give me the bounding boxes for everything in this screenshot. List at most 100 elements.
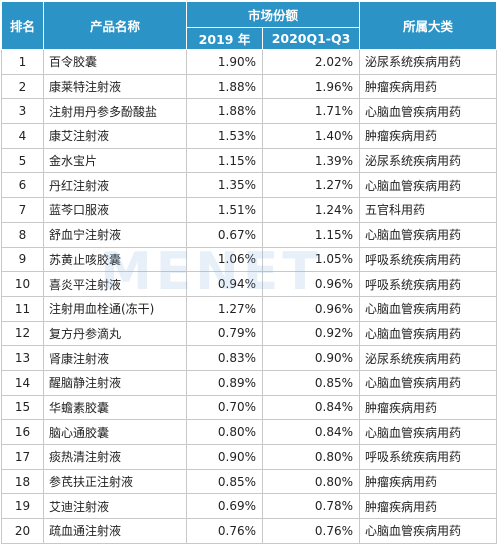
header-2019: 2019 年 — [186, 27, 263, 50]
cell-share-2020q1-q3: 1.96% — [261, 73, 361, 100]
table-row: 11 注射用血栓通(冻干) 1.27% 0.96% 心脑血管疾病用药 — [1, 295, 498, 322]
cell-category: 肿瘤疾病用药 — [359, 123, 498, 149]
header-category: 所属大类 — [359, 1, 498, 50]
cell-share-2019: 0.90% — [186, 444, 263, 470]
cell-product-name: 肾康注射液 — [43, 345, 187, 371]
cell-category: 肿瘤疾病用药 — [359, 468, 498, 495]
cell-rank: 9 — [1, 246, 44, 273]
cell-rank: 12 — [1, 320, 44, 347]
cell-category: 心脑血管疾病用药 — [359, 98, 498, 125]
cell-product-name: 喜炎平注射液 — [43, 271, 187, 297]
cell-category: 肿瘤疾病用药 — [359, 73, 498, 100]
cell-rank: 7 — [1, 197, 44, 223]
table-row: 18 参芪扶正注射液 0.85% 0.80% 肿瘤疾病用药 — [1, 468, 498, 495]
cell-product-name: 疏血通注射液 — [43, 518, 187, 544]
cell-category: 泌尿系统疾病用药 — [359, 49, 498, 75]
cell-share-2019: 1.35% — [186, 172, 263, 199]
cell-category: 肿瘤疾病用药 — [359, 493, 498, 520]
cell-product-name: 百令胶囊 — [43, 49, 187, 75]
cell-share-2020q1-q3: 2.02% — [261, 49, 361, 75]
cell-category: 五官科用药 — [359, 197, 498, 223]
cell-share-2019: 1.51% — [186, 197, 263, 223]
cell-product-name: 脑心通胶囊 — [43, 419, 187, 445]
header-product-name: 产品名称 — [43, 1, 187, 50]
cell-share-2020q1-q3: 0.96% — [261, 295, 361, 322]
cell-rank: 18 — [1, 468, 44, 495]
cell-product-name: 华蟾素胶囊 — [43, 394, 187, 421]
cell-share-2019: 0.69% — [186, 493, 263, 520]
cell-product-name: 参芪扶正注射液 — [43, 468, 187, 495]
cell-share-2019: 1.88% — [186, 98, 263, 125]
cell-share-2020q1-q3: 0.80% — [261, 468, 361, 495]
cell-product-name: 蓝芩口服液 — [43, 197, 187, 223]
cell-share-2020q1-q3: 1.39% — [261, 147, 361, 174]
cell-category: 心脑血管疾病用药 — [359, 419, 498, 445]
cell-category: 心脑血管疾病用药 — [359, 518, 498, 544]
cell-share-2019: 0.70% — [186, 394, 263, 421]
cell-share-2020q1-q3: 0.76% — [261, 518, 361, 544]
cell-share-2020q1-q3: 0.84% — [261, 419, 361, 445]
table-row: 6 丹红注射液 1.35% 1.27% 心脑血管疾病用药 — [1, 172, 498, 199]
cell-share-2019: 1.27% — [186, 295, 263, 322]
cell-share-2019: 0.76% — [186, 518, 263, 544]
table-row: 1 百令胶囊 1.90% 2.02% 泌尿系统疾病用药 — [1, 49, 498, 75]
cell-share-2020q1-q3: 0.92% — [261, 320, 361, 347]
cell-share-2019: 0.83% — [186, 345, 263, 371]
cell-rank: 1 — [1, 49, 44, 75]
cell-product-name: 金水宝片 — [43, 147, 187, 174]
cell-category: 泌尿系统疾病用药 — [359, 345, 498, 371]
table-row: 7 蓝芩口服液 1.51% 1.24% 五官科用药 — [1, 197, 498, 223]
cell-rank: 6 — [1, 172, 44, 199]
cell-rank: 16 — [1, 419, 44, 445]
table-header: 排名 产品名称 市场份额 所属大类 2019 年 2020Q1-Q3 — [1, 1, 498, 50]
header-rank: 排名 — [1, 1, 44, 50]
cell-rank: 14 — [1, 369, 44, 396]
cell-product-name: 注射用丹参多酚酸盐 — [43, 98, 187, 125]
cell-category: 呼吸系统疾病用药 — [359, 246, 498, 273]
cell-category: 心脑血管疾病用药 — [359, 295, 498, 322]
table-row: 5 金水宝片 1.15% 1.39% 泌尿系统疾病用药 — [1, 147, 498, 174]
cell-rank: 8 — [1, 221, 44, 248]
cell-share-2020q1-q3: 0.80% — [261, 444, 361, 470]
cell-share-2020q1-q3: 0.84% — [261, 394, 361, 421]
cell-share-2019: 0.67% — [186, 221, 263, 248]
cell-rank: 3 — [1, 98, 44, 125]
cell-share-2019: 0.94% — [186, 271, 263, 297]
table-row: 8 舒血宁注射液 0.67% 1.15% 心脑血管疾病用药 — [1, 221, 498, 248]
cell-category: 泌尿系统疾病用药 — [359, 147, 498, 174]
table-row: 13 肾康注射液 0.83% 0.90% 泌尿系统疾病用药 — [1, 345, 498, 371]
cell-rank: 10 — [1, 271, 44, 297]
cell-share-2019: 1.90% — [186, 49, 263, 75]
cell-product-name: 注射用血栓通(冻干) — [43, 295, 187, 322]
cell-share-2020q1-q3: 1.71% — [261, 98, 361, 125]
cell-product-name: 复方丹参滴丸 — [43, 320, 187, 347]
cell-share-2020q1-q3: 1.40% — [261, 123, 361, 149]
cell-share-2019: 0.85% — [186, 468, 263, 495]
cell-rank: 17 — [1, 444, 44, 470]
cell-rank: 2 — [1, 73, 44, 100]
cell-share-2020q1-q3: 1.05% — [261, 246, 361, 273]
table-row: 10 喜炎平注射液 0.94% 0.96% 呼吸系统疾病用药 — [1, 271, 498, 297]
table-row: 17 痰热清注射液 0.90% 0.80% 呼吸系统疾病用药 — [1, 444, 498, 470]
cell-category: 呼吸系统疾病用药 — [359, 271, 498, 297]
market-share-table: 排名 产品名称 市场份额 所属大类 2019 年 2020Q1-Q3 1 百令胶囊… — [1, 1, 498, 544]
cell-share-2019: 1.88% — [186, 73, 263, 100]
cell-category: 呼吸系统疾病用药 — [359, 444, 498, 470]
cell-share-2019: 0.80% — [186, 419, 263, 445]
cell-rank: 15 — [1, 394, 44, 421]
cell-share-2019: 0.79% — [186, 320, 263, 347]
table-body: 1 百令胶囊 1.90% 2.02% 泌尿系统疾病用药 2 康莱特注射液 1.88% 1.96%… — [1, 49, 498, 544]
table-row: 16 脑心通胶囊 0.80% 0.84% 心脑血管疾病用药 — [1, 419, 498, 445]
cell-product-name: 康艾注射液 — [43, 123, 187, 149]
table-row: 15 华蟾素胶囊 0.70% 0.84% 肿瘤疾病用药 — [1, 394, 498, 421]
cell-share-2020q1-q3: 1.15% — [261, 221, 361, 248]
cell-product-name: 丹红注射液 — [43, 172, 187, 199]
cell-category: 心脑血管疾病用药 — [359, 221, 498, 248]
cell-share-2019: 1.53% — [186, 123, 263, 149]
table-row: 9 苏黄止咳胶囊 1.06% 1.05% 呼吸系统疾病用药 — [1, 246, 498, 273]
cell-category: 肿瘤疾病用药 — [359, 394, 498, 421]
cell-rank: 4 — [1, 123, 44, 149]
header-2020q1-q3: 2020Q1-Q3 — [261, 27, 361, 50]
table-row: 3 注射用丹参多酚酸盐 1.88% 1.71% 心脑血管疾病用药 — [1, 98, 498, 125]
cell-category: 心脑血管疾病用药 — [359, 172, 498, 199]
